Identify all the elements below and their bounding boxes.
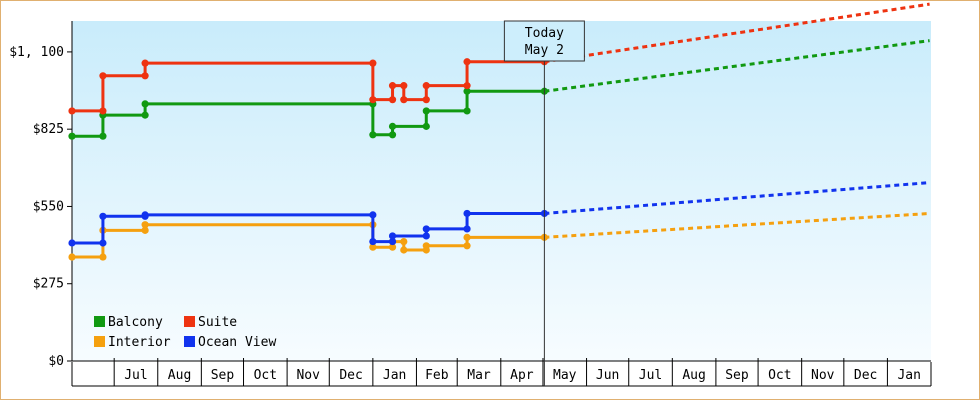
x-tick-label: Dec: [854, 368, 877, 383]
forecast-line: [544, 2, 930, 64]
data-point: [68, 107, 76, 115]
today-box: [503, 20, 585, 62]
legend-label: Ocean View: [198, 335, 276, 350]
data-point: [400, 246, 408, 254]
data-point: [68, 132, 76, 140]
data-point: [99, 253, 107, 261]
data-point: [463, 242, 471, 250]
data-point: [422, 122, 430, 130]
x-tick-label: Jan: [383, 368, 406, 383]
x-tick-label: Oct: [254, 368, 277, 383]
data-point: [369, 211, 377, 219]
x-tick-label: Jul: [639, 368, 662, 383]
data-point: [68, 253, 76, 261]
data-point: [141, 72, 149, 80]
x-tick-label: Oct: [768, 368, 791, 383]
x-tick-label: Sep: [725, 368, 749, 383]
data-point: [463, 225, 471, 233]
y-tick-label: $0: [48, 354, 64, 369]
legend-swatch: [184, 316, 195, 327]
x-tick-label: May: [553, 368, 577, 383]
data-point: [369, 237, 377, 246]
legend-swatch: [94, 316, 105, 327]
forecast-line: [544, 39, 930, 93]
data-point: [99, 132, 107, 140]
data-point: [422, 107, 430, 115]
data-point: [388, 131, 397, 139]
data-point: [99, 107, 107, 115]
data-point: [422, 225, 430, 233]
x-tick-label: Jan: [897, 368, 920, 383]
x-tick-label: Feb: [425, 368, 449, 383]
data-point: [388, 96, 397, 104]
data-point: [141, 59, 149, 67]
data-point: [68, 239, 76, 247]
data-point: [400, 237, 408, 246]
y-tick-label: $825: [33, 122, 64, 137]
data-point: [463, 209, 471, 218]
data-point: [388, 232, 397, 240]
data-point: [388, 243, 397, 251]
data-point: [422, 232, 430, 240]
data-point: [141, 211, 149, 219]
forecast-line: [544, 181, 930, 215]
legend-swatch: [94, 336, 105, 347]
series-line: [72, 60, 545, 113]
legend-label: Interior: [108, 335, 171, 350]
series-line: [72, 211, 545, 245]
data-point: [388, 122, 397, 130]
x-tick-label: Aug: [168, 368, 191, 383]
forecast-line: [544, 211, 930, 239]
data-point: [141, 100, 149, 108]
x-tick-label: Sep: [211, 368, 235, 383]
data-point: [388, 82, 397, 90]
today-date: May 2: [525, 43, 564, 58]
data-point: [99, 239, 107, 247]
data-point: [99, 212, 107, 220]
data-point: [99, 72, 107, 80]
data-point: [369, 131, 377, 139]
y-tick-label: $1, 100: [9, 45, 64, 60]
data-point: [141, 111, 149, 119]
x-tick-label: Nov: [811, 368, 835, 383]
x-tick-label: Jun: [596, 368, 619, 383]
today-label: Today: [525, 26, 564, 41]
x-tick-label: Aug: [682, 368, 705, 383]
legend-label: Suite: [198, 315, 237, 330]
data-point: [369, 59, 377, 67]
data-point: [422, 242, 430, 250]
plot-area: [72, 21, 931, 361]
data-point: [141, 226, 149, 234]
data-point: [463, 107, 471, 115]
data-point: [463, 82, 471, 90]
data-point: [463, 87, 471, 95]
y-tick-label: $550: [33, 199, 64, 214]
data-point: [422, 82, 430, 90]
x-tick-label: Nov: [296, 368, 320, 383]
x-tick-label: Apr: [510, 368, 534, 383]
data-point: [369, 243, 377, 251]
x-tick-label: Jul: [124, 368, 147, 383]
data-point: [400, 96, 408, 104]
x-tick-label: Mar: [467, 368, 491, 383]
legend-swatch: [184, 336, 195, 347]
data-point: [388, 237, 397, 246]
x-tick-label: Dec: [339, 368, 362, 383]
data-point: [141, 221, 149, 229]
data-point: [463, 58, 471, 66]
legend-label: Balcony: [108, 315, 163, 330]
series-line: [72, 89, 545, 138]
data-point: [463, 233, 471, 241]
data-point: [400, 82, 408, 90]
data-point: [369, 96, 377, 104]
y-tick-label: $275: [33, 277, 64, 292]
data-point: [422, 96, 430, 104]
